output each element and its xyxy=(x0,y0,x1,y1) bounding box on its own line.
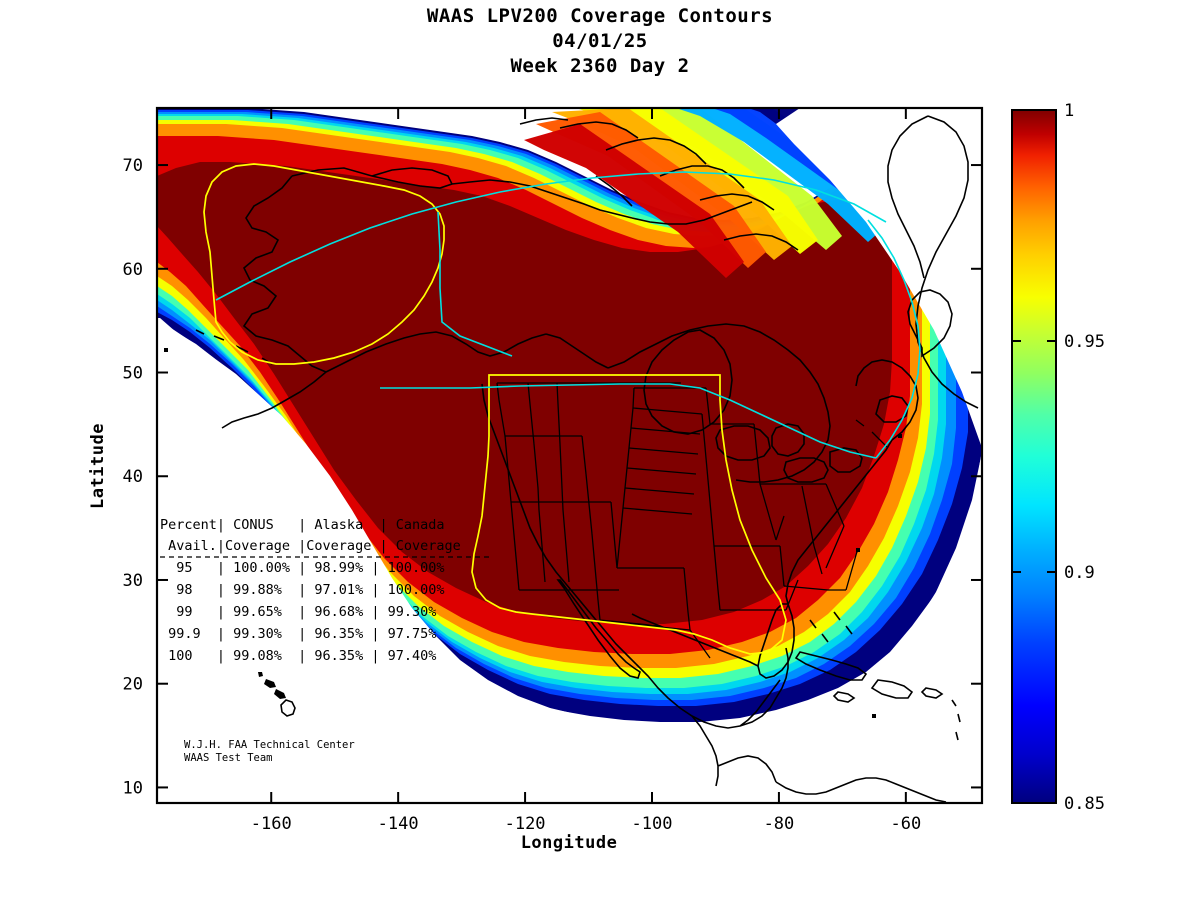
colorbar-ticks: 1 0.95 0.9 0.85 xyxy=(1012,101,1105,814)
coverage-contour-field xyxy=(157,108,982,803)
x-tick-label: -140 xyxy=(378,814,419,834)
y-axis-ticks: 10 20 30 40 50 60 70 xyxy=(123,156,982,798)
y-tick-label: 10 xyxy=(123,778,143,798)
coastline-puerto-rico xyxy=(920,687,944,699)
x-tick-label: -160 xyxy=(251,814,292,834)
boundary-conus xyxy=(471,374,787,655)
credit-block: W.J.H. FAA Technical Center WAAS Test Te… xyxy=(184,739,355,764)
boundary-canada-ak xyxy=(437,211,513,357)
contour-band-1p00 xyxy=(157,162,892,624)
coverage-stats-table: Percent| CONUS | Alaska | Canada Avail.|… xyxy=(160,517,492,664)
coastline-florida xyxy=(757,603,795,679)
table-row: 95 | 100.00% | 98.99% | 100.00% xyxy=(160,560,444,576)
coastline-canada-arctic xyxy=(519,117,831,483)
colorbar-tick-label: 1 xyxy=(1064,101,1074,121)
coastline-hispaniola xyxy=(870,679,914,699)
x-tick-label: -100 xyxy=(632,814,673,834)
colorbar-tick-label: 0.85 xyxy=(1064,794,1105,814)
table-row: 99 | 99.65% | 96.68% | 99.30% xyxy=(160,604,436,620)
stats-header-line-1: Percent| CONUS | Alaska | Canada xyxy=(160,517,444,533)
coverage-void-south xyxy=(157,320,982,803)
coastline-aleutians xyxy=(195,329,273,365)
coastline-hawaii-big xyxy=(280,699,296,717)
title-line-2: 04/01/25 xyxy=(552,30,648,52)
x-tick-label: -60 xyxy=(890,814,921,834)
coverage-void-southwest xyxy=(157,330,186,372)
coastlines-layer xyxy=(164,115,979,803)
coverage-void-northeast xyxy=(776,108,982,448)
x-tick-label: -80 xyxy=(764,814,795,834)
coastline-greenland xyxy=(887,115,979,409)
table-row: 99.9 | 99.30% | 96.35% | 97.75% xyxy=(160,626,436,642)
coastline-great-lakes xyxy=(715,423,863,483)
y-tick-label: 30 xyxy=(123,571,143,591)
coastline-south-america xyxy=(775,777,947,803)
title-line-3: Week 2360 Day 2 xyxy=(510,55,690,77)
x-tick-label: -120 xyxy=(505,814,546,834)
y-tick-label: 20 xyxy=(123,675,143,695)
y-axis-label: Latitude xyxy=(88,423,108,509)
coastline-hawaii xyxy=(258,672,263,677)
plot-frame xyxy=(155,106,984,805)
coastline-hawaii-2 xyxy=(264,679,276,688)
coastline-jamaica xyxy=(832,691,856,703)
table-row: 100 | 99.08% | 96.35% | 97.40% xyxy=(160,648,436,664)
coastline-gulf xyxy=(631,613,759,667)
canada-service-volume-boundary xyxy=(215,171,921,459)
colorbar[interactable]: 1 0.95 0.9 0.85 xyxy=(1011,101,1105,814)
boundary-alaska xyxy=(203,163,445,365)
coastline-alaska xyxy=(242,167,633,373)
x-axis-label: Longitude xyxy=(521,833,618,853)
y-tick-label: 70 xyxy=(123,156,143,176)
stats-header-line-2: Avail.|Coverage |Coverage | Coverage xyxy=(160,538,461,554)
figure-title: WAAS LPV200 Coverage Contours 04/01/25 W… xyxy=(0,4,1200,79)
coastline-alaska-peninsula xyxy=(221,371,327,429)
colorbar-tick-label: 0.95 xyxy=(1064,332,1105,352)
conus-service-volume-boundary xyxy=(203,163,787,655)
us-state-boundaries xyxy=(496,382,889,659)
table-row: 98 | 99.88% | 97.01% | 100.00% xyxy=(160,582,444,598)
credit-line-2: WAAS Test Team xyxy=(184,752,273,764)
coastline-lesser-antilles xyxy=(951,699,961,741)
coastline-maritimes xyxy=(855,289,953,441)
coastline-baja xyxy=(556,579,641,679)
coastline-us-west xyxy=(481,383,637,665)
boundary-canada-east xyxy=(867,219,921,459)
y-tick-label: 40 xyxy=(123,467,143,487)
colorbar-tick-label: 0.9 xyxy=(1064,563,1095,583)
boundary-canada-usborder xyxy=(380,383,877,459)
x-axis-ticks: -160 -140 -120 -100 -80 -60 xyxy=(251,108,921,834)
coastline-hawaii-3 xyxy=(274,689,286,699)
colorbar-gradient[interactable] xyxy=(1011,109,1057,804)
credit-line-1: W.J.H. FAA Technical Center xyxy=(184,739,355,751)
y-tick-label: 60 xyxy=(123,260,143,280)
coastline-us-east xyxy=(785,439,893,605)
boundary-canada-north xyxy=(215,171,887,301)
coastline-bahamas xyxy=(809,611,853,643)
title-line-1: WAAS LPV200 Coverage Contours xyxy=(426,5,774,27)
y-tick-label: 50 xyxy=(123,364,143,384)
coastline-mexico xyxy=(635,647,789,787)
coastline-cuba xyxy=(794,651,868,681)
